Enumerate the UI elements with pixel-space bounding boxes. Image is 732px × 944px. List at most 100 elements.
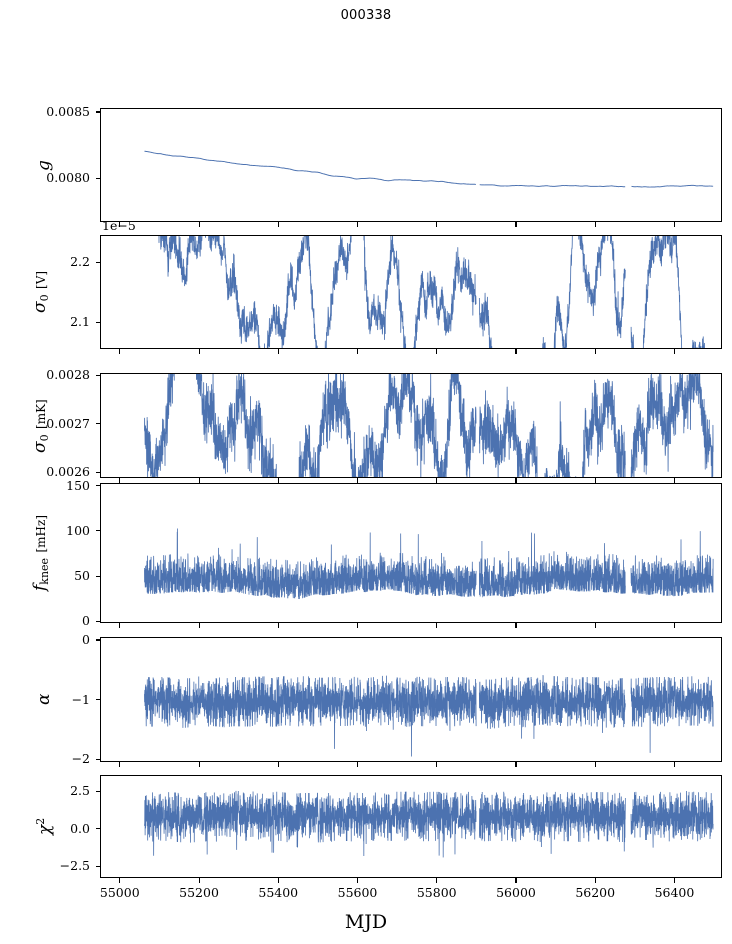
y-tick-label-sigma0_volts-1: 2.2 bbox=[70, 254, 90, 269]
y-tick-label-f_knee-0: 0 bbox=[82, 613, 90, 629]
x-tick-mark-f_knee-2 bbox=[277, 623, 279, 628]
x-tick-mark-sigma0_mK-1 bbox=[198, 478, 200, 483]
data-line-sigma0_volts bbox=[158, 236, 705, 348]
data-line-gain bbox=[144, 150, 714, 188]
y-axis-label-sigma0_mK: σ0 [mK] bbox=[30, 398, 52, 453]
y-tick-mark-gain-0 bbox=[96, 177, 101, 179]
y-axis-label-gain: g bbox=[34, 159, 54, 171]
x-tick-label-1: 55200 bbox=[179, 885, 219, 900]
x-tick-mark-alpha-5 bbox=[515, 762, 517, 767]
y-tick-label-chi2-2: 2.5 bbox=[70, 783, 90, 799]
plot-area-chi2 bbox=[144, 790, 714, 858]
y-tick-mark-sigma0_mK-1 bbox=[96, 423, 101, 425]
x-tick-mark-alpha-6 bbox=[594, 762, 596, 767]
x-tick-label-4: 55800 bbox=[416, 885, 457, 900]
x-tick-mark-sigma0_mK-4 bbox=[436, 478, 438, 483]
x-tick-label-0: 55000 bbox=[99, 885, 140, 900]
x-tick-mark-f_knee-7 bbox=[673, 623, 675, 628]
x-tick-mark-alpha-7 bbox=[673, 762, 675, 767]
x-tick-mark-sigma0_mK-5 bbox=[515, 478, 517, 483]
y-axis-label-sigma0_volts: σ0 [V] bbox=[30, 270, 52, 313]
x-tick-mark-f_knee-4 bbox=[436, 623, 438, 628]
x-tick-mark-sigma0_volts-2 bbox=[277, 349, 279, 354]
plot-area-gain bbox=[144, 150, 714, 188]
y-tick-mark-sigma0_volts-1 bbox=[96, 261, 101, 263]
y-tick-label-sigma0_mK-0: 0.0026 bbox=[46, 464, 90, 480]
x-tick-mark-chi2-1 bbox=[198, 878, 200, 883]
plot-area-f_knee bbox=[144, 528, 714, 600]
x-tick-mark-gain-2 bbox=[277, 222, 279, 227]
x-tick-mark-gain-1 bbox=[198, 222, 200, 227]
plot-panel-chi2 bbox=[100, 775, 722, 878]
x-tick-mark-f_knee-6 bbox=[594, 623, 596, 628]
y-axis-label-chi2: χ2 bbox=[34, 817, 56, 835]
x-tick-mark-sigma0_volts-1 bbox=[198, 349, 200, 354]
x-tick-mark-sigma0_volts-4 bbox=[436, 349, 438, 354]
x-tick-mark-alpha-3 bbox=[357, 762, 359, 767]
y-tick-label-alpha-0: −2 bbox=[71, 751, 90, 767]
y-tick-mark-sigma0_mK-2 bbox=[96, 374, 101, 376]
x-tick-mark-sigma0_volts-0 bbox=[119, 349, 121, 354]
plot-panel-gain bbox=[100, 108, 722, 222]
data-line-alpha bbox=[144, 675, 714, 757]
y-tick-mark-sigma0_mK-0 bbox=[96, 471, 101, 473]
y-tick-mark-alpha-1 bbox=[96, 699, 101, 701]
data-line-sigma0_mK bbox=[144, 374, 714, 477]
x-tick-label-7: 56400 bbox=[654, 885, 695, 900]
y-tick-label-sigma0_volts-0: 2.1 bbox=[70, 314, 90, 329]
y-tick-mark-chi2-0 bbox=[96, 865, 101, 867]
figure-title: 000338 bbox=[340, 8, 392, 23]
plot-panel-alpha bbox=[100, 637, 722, 762]
x-tick-label-5: 56000 bbox=[496, 885, 536, 900]
plot-panel-sigma0_volts bbox=[100, 235, 722, 349]
plot-panel-f_knee bbox=[100, 483, 722, 623]
x-tick-mark-sigma0_mK-0 bbox=[119, 478, 121, 483]
y-tick-mark-f_knee-2 bbox=[96, 530, 101, 532]
x-tick-label-3: 55600 bbox=[337, 885, 378, 900]
data-line-f_knee bbox=[144, 528, 714, 600]
x-tick-mark-sigma0_mK-6 bbox=[594, 478, 596, 483]
y-tick-mark-alpha-2 bbox=[96, 639, 101, 641]
y-tick-mark-chi2-1 bbox=[96, 828, 101, 830]
y-tick-label-alpha-1: −1 bbox=[71, 691, 90, 707]
y-tick-label-f_knee-2: 100 bbox=[66, 522, 90, 538]
x-tick-mark-gain-7 bbox=[673, 222, 675, 227]
y-axis-label-f_knee: fknee [mHz] bbox=[30, 514, 52, 591]
x-tick-mark-alpha-1 bbox=[198, 762, 200, 767]
x-tick-mark-f_knee-3 bbox=[357, 623, 359, 628]
y-tick-mark-sigma0_volts-0 bbox=[96, 321, 101, 323]
x-tick-mark-sigma0_mK-7 bbox=[673, 478, 675, 483]
y-axis-label-alpha: α bbox=[34, 693, 54, 705]
x-tick-mark-gain-5 bbox=[515, 222, 517, 227]
y-tick-label-sigma0_mK-1: 0.0027 bbox=[46, 415, 90, 431]
x-tick-mark-alpha-2 bbox=[277, 762, 279, 767]
y-tick-label-gain-0: 0.0080 bbox=[46, 170, 90, 186]
x-tick-mark-sigma0_volts-6 bbox=[594, 349, 596, 354]
x-tick-label-6: 56200 bbox=[575, 885, 616, 900]
plot-area-alpha bbox=[144, 675, 714, 757]
x-tick-mark-sigma0_mK-3 bbox=[357, 478, 359, 483]
x-tick-mark-chi2-2 bbox=[277, 878, 279, 883]
x-tick-mark-gain-0 bbox=[119, 222, 121, 227]
x-tick-mark-gain-4 bbox=[436, 222, 438, 227]
x-tick-mark-sigma0_volts-3 bbox=[357, 349, 359, 354]
x-tick-mark-sigma0_volts-7 bbox=[673, 349, 675, 354]
x-tick-mark-f_knee-0 bbox=[119, 623, 121, 628]
x-tick-mark-chi2-4 bbox=[436, 878, 438, 883]
y-tick-label-alpha-2: 0 bbox=[82, 631, 90, 647]
x-tick-mark-sigma0_volts-5 bbox=[515, 349, 517, 354]
y-tick-label-sigma0_mK-2: 0.0028 bbox=[46, 367, 90, 383]
x-tick-mark-chi2-5 bbox=[515, 878, 517, 883]
y-tick-label-f_knee-1: 50 bbox=[74, 568, 90, 584]
y-tick-label-chi2-1: 0.0 bbox=[70, 820, 90, 836]
x-tick-mark-alpha-0 bbox=[119, 762, 121, 767]
x-tick-mark-chi2-3 bbox=[357, 878, 359, 883]
y-tick-mark-alpha-0 bbox=[96, 758, 101, 760]
y-tick-mark-f_knee-0 bbox=[96, 620, 101, 622]
y-tick-mark-f_knee-3 bbox=[96, 485, 101, 487]
y-tick-mark-f_knee-1 bbox=[96, 575, 101, 577]
x-tick-mark-f_knee-5 bbox=[515, 623, 517, 628]
x-axis-label: MJD bbox=[344, 911, 388, 933]
x-tick-mark-chi2-6 bbox=[594, 878, 596, 883]
